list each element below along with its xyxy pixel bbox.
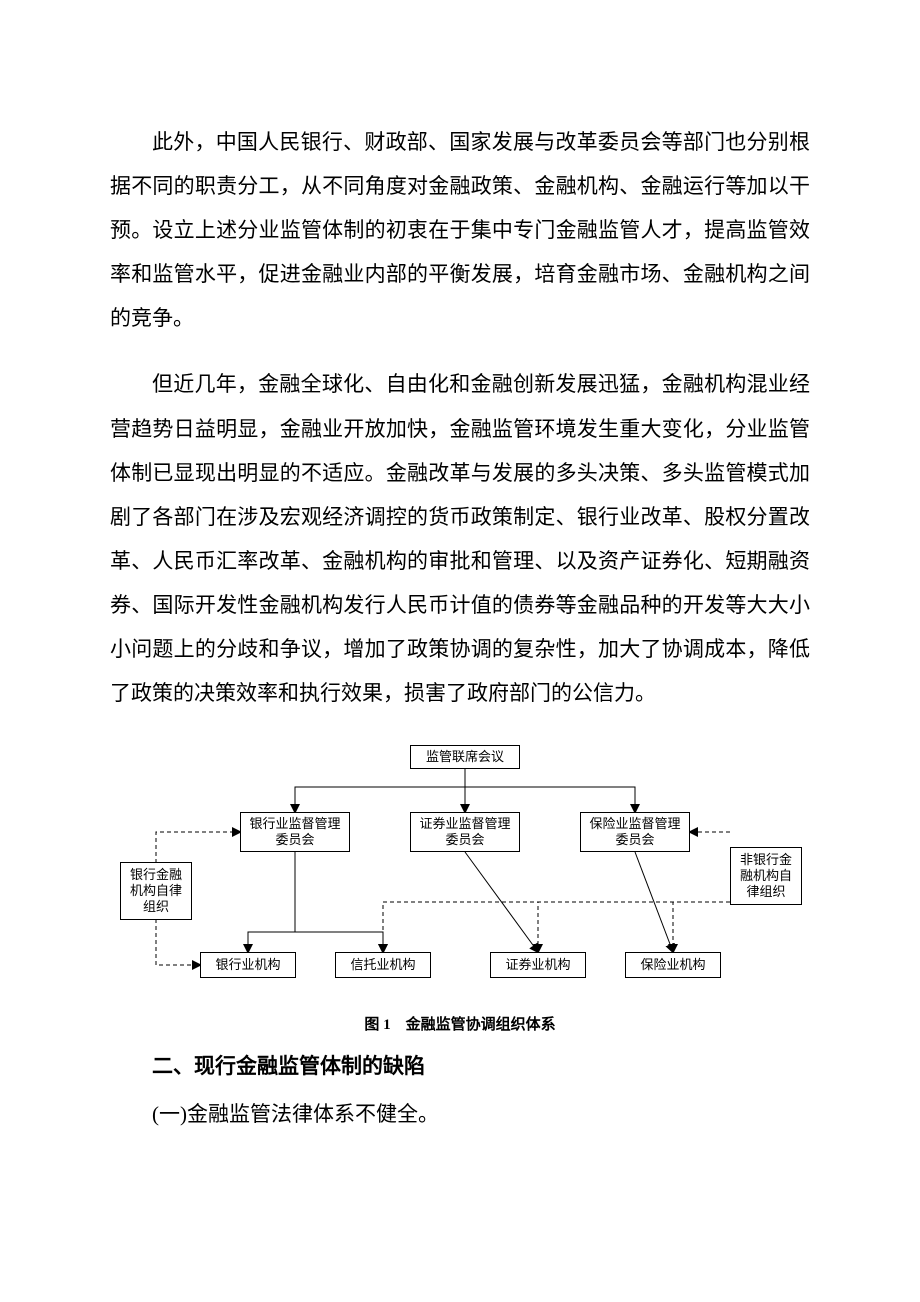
node-sec_c: 证券业监督管理 委员会	[410, 812, 520, 852]
node-bank_c: 银行业监督管理 委员会	[240, 812, 350, 852]
node-trust_inst: 信托业机构	[335, 952, 431, 978]
node-sec_inst: 证券业机构	[490, 952, 586, 978]
node-ins_c: 保险业监督管理 委员会	[580, 812, 690, 852]
figure-1: 监管联席会议银行业监督管理 委员会 证券业监督管理 委员会 保险业监督管理 委员会银…	[110, 737, 810, 1034]
org-chart-diagram: 监管联席会议银行业监督管理 委员会 证券业监督管理 委员会 保险业监督管理 委员会银…	[110, 737, 810, 1007]
paragraph-2: 但近几年，金融全球化、自由化和金融创新发展迅猛，金融机构混业经营趋势日益明显，金…	[110, 362, 810, 715]
figure-1-caption: 图 1 金融监管协调组织体系	[110, 1013, 810, 1034]
node-nonbank_sro: 非银行金 融机构自 律组织	[730, 847, 802, 905]
node-ins_inst: 保险业机构	[625, 952, 721, 978]
node-bank_sro: 银行金融 机构自律 组织	[120, 862, 192, 920]
node-top: 监管联席会议	[410, 745, 520, 769]
section-2-sub-1: (一)金融监管法律体系不健全。	[110, 1092, 810, 1136]
paragraph-1: 此外，中国人民银行、财政部、国家发展与改革委员会等部门也分别根据不同的职责分工，…	[110, 120, 810, 340]
node-bank_inst: 银行业机构	[200, 952, 296, 978]
section-2-heading: 二、现行金融监管体制的缺陷	[110, 1044, 810, 1088]
document-page: 此外，中国人民银行、财政部、国家发展与改革委员会等部门也分别根据不同的职责分工，…	[0, 0, 920, 1302]
